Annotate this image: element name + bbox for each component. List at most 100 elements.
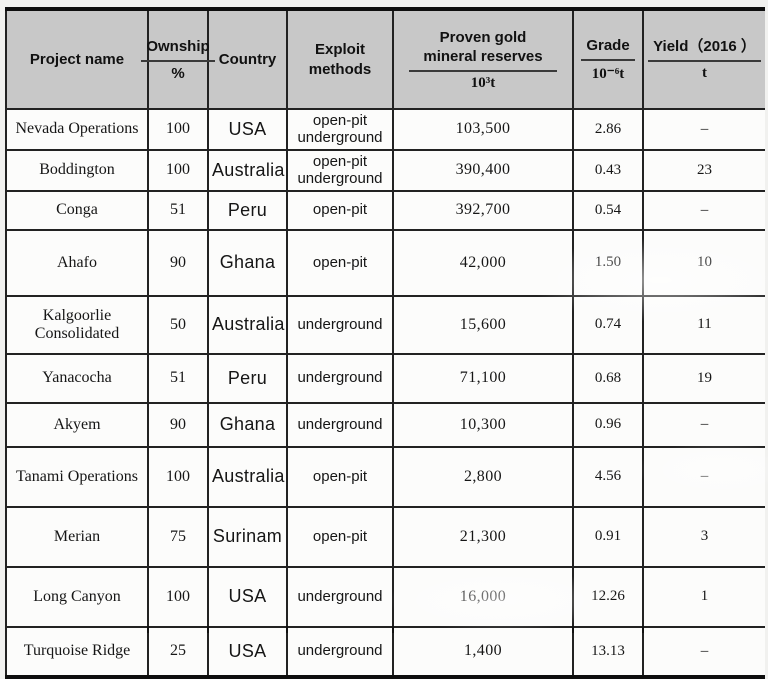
cell-exploit: underground <box>286 352 394 404</box>
table-row: Ahafo 90 Ghana open-pit 42,000 1.50 10 <box>5 228 765 297</box>
col-header-country: Country <box>207 7 288 110</box>
cell-reserves: 1,400 <box>392 625 574 679</box>
col-header-ownership: Ownship % <box>141 7 215 110</box>
cell-yield: 3 <box>642 505 765 568</box>
cell-exploit: underground <box>286 625 394 679</box>
cell-project: Akyem <box>5 401 149 448</box>
cell-exploit: underground <box>286 294 394 355</box>
col-header-project-label: Project name <box>29 50 125 68</box>
cell-exploit: open-pit <box>286 189 394 231</box>
column-line-stub <box>572 626 574 633</box>
cell-yield: 23 <box>642 148 765 192</box>
cell-ownership: 100 <box>147 445 209 508</box>
cell-country: USA <box>207 565 288 628</box>
column-line-stub <box>207 626 209 633</box>
col-header-yield-unit: t <box>702 64 707 81</box>
column-line-stub <box>642 626 644 633</box>
table-row: Long Canyon 100 USA underground 16,000 12.26 1 <box>5 565 765 628</box>
cell-project: Nevada Operations <box>5 108 149 151</box>
cell-grade: 0.43 <box>572 148 644 192</box>
col-header-country-label: Country <box>218 50 277 68</box>
cell-exploit: open-pit underground <box>286 148 394 192</box>
table-row: Merian 75 Surinam open-pit 21,300 0.91 3 <box>5 505 765 568</box>
cell-yield: 10 <box>642 228 765 297</box>
cell-reserves: 2,800 <box>392 445 574 508</box>
col-header-grade-unit: 10⁻⁶t <box>591 65 625 82</box>
cell-reserves: 10,300 <box>392 401 574 448</box>
gold-projects-table: Project name Ownship % Country Exploit m… <box>5 7 765 679</box>
cell-reserves: 103,500 <box>392 108 574 151</box>
cell-grade: 4.56 <box>572 445 644 508</box>
table-row: Tanami Operations 100 Australia open-pit 2,8… <box>5 445 765 508</box>
col-header-yield: Yield（2016 ） t <box>642 7 765 110</box>
cell-ownership: 50 <box>147 294 209 355</box>
cell-grade: 0.68 <box>572 352 644 404</box>
cell-project: Turquoise Ridge <box>5 625 149 679</box>
table-row: Yanacocha 51 Peru underground 71,100 0.68 19 <box>5 352 765 404</box>
cell-ownership: 25 <box>147 625 209 679</box>
table-row: Nevada Operations 100 USA open-pit undergro… <box>5 108 765 151</box>
cell-country: USA <box>207 625 288 679</box>
column-line-stub <box>392 626 394 633</box>
cell-reserves: 16,000 <box>392 565 574 628</box>
cell-project: Yanacocha <box>5 352 149 404</box>
cell-ownership: 90 <box>147 228 209 297</box>
col-header-reserves-unit: 10³t <box>470 74 496 91</box>
cell-country: USA <box>207 108 288 151</box>
table-body: Nevada Operations 100 USA open-pit undergro… <box>5 108 765 679</box>
column-line-stub <box>147 626 149 633</box>
cell-exploit: underground <box>286 565 394 628</box>
cell-reserves: 42,000 <box>392 228 574 297</box>
col-header-reserves: Proven gold mineral reserves 10³t <box>392 7 574 110</box>
cell-yield: – <box>642 189 765 231</box>
cell-country: Australia <box>207 445 288 508</box>
cell-grade: 1.50 <box>572 228 644 297</box>
cell-project: Tanami Operations <box>5 445 149 508</box>
cell-reserves: 390,400 <box>392 148 574 192</box>
cell-reserves: 71,100 <box>392 352 574 404</box>
header-row: Project name Ownship % Country Exploit m… <box>5 7 765 110</box>
cell-project: Long Canyon <box>5 565 149 628</box>
col-header-ownership-unit: % <box>171 64 185 82</box>
cell-country: Australia <box>207 294 288 355</box>
cell-reserves: 392,700 <box>392 189 574 231</box>
col-header-project: Project name <box>5 7 149 110</box>
table-row: Turquoise Ridge 25 USA underground 1,400 13.1… <box>5 625 765 679</box>
cell-reserves: 15,600 <box>392 294 574 355</box>
table-row: Kalgoorlie Consolidated 50 Australia underg… <box>5 294 765 355</box>
cell-grade: 0.96 <box>572 401 644 448</box>
cell-project: Boddington <box>5 148 149 192</box>
cell-exploit: open-pit underground <box>286 108 394 151</box>
col-header-grade-label: Grade <box>581 36 635 61</box>
column-line-stub <box>286 626 288 633</box>
cell-exploit: open-pit <box>286 228 394 297</box>
cell-grade: 2.86 <box>572 108 644 151</box>
cell-yield: 1 <box>642 565 765 628</box>
cell-exploit: open-pit <box>286 445 394 508</box>
cell-project: Kalgoorlie Consolidated <box>5 294 149 355</box>
col-header-grade: Grade 10⁻⁶t <box>572 7 644 110</box>
cell-reserves: 21,300 <box>392 505 574 568</box>
table-row: Akyem 90 Ghana underground 10,300 0.96– <box>5 401 765 448</box>
cell-yield: – <box>642 445 765 508</box>
col-header-yield-label: Yield（2016 ） <box>648 37 761 62</box>
cell-grade: 0.54 <box>572 189 644 231</box>
col-header-ownership-label: Ownship <box>141 37 215 62</box>
cell-exploit: open-pit <box>286 505 394 568</box>
cell-yield: – <box>642 401 765 448</box>
cell-grade: 0.91 <box>572 505 644 568</box>
cell-country: Surinam <box>207 505 288 568</box>
cell-ownership: 100 <box>147 148 209 192</box>
cell-yield: 19 <box>642 352 765 404</box>
cell-ownership: 75 <box>147 505 209 568</box>
cell-grade: 12.26 <box>572 565 644 628</box>
cell-yield: 11 <box>642 294 765 355</box>
cell-ownership: 51 <box>147 189 209 231</box>
cell-country: Australia <box>207 148 288 192</box>
cell-country: Ghana <box>207 401 288 448</box>
cell-yield: – <box>642 108 765 151</box>
table-row: Boddington 100 Australia open-pit undergrou… <box>5 148 765 192</box>
cell-ownership: 90 <box>147 401 209 448</box>
cell-ownership: 100 <box>147 565 209 628</box>
